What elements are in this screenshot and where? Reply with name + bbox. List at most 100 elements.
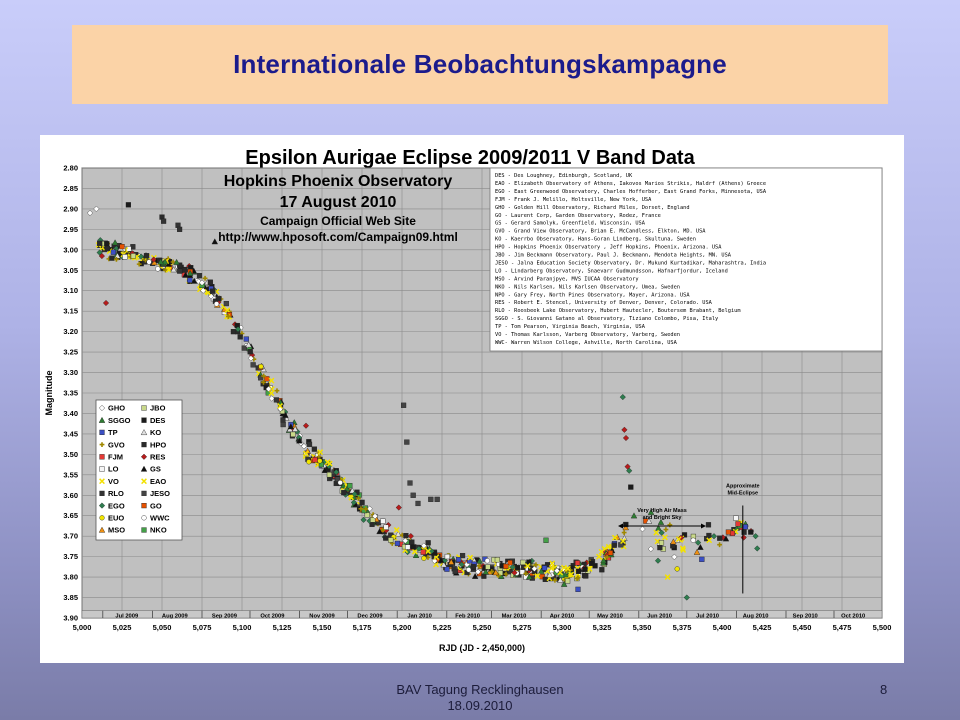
data-point bbox=[717, 542, 722, 548]
month-label: Nov 2009 bbox=[309, 614, 335, 620]
data-point bbox=[492, 569, 500, 576]
outlier-point bbox=[754, 545, 761, 552]
observer-entry: GVO - Grand View Observatory, Brian E. M… bbox=[495, 229, 706, 235]
y-tick-label: 3.70 bbox=[63, 532, 78, 541]
data-point bbox=[380, 518, 386, 524]
data-point bbox=[421, 555, 427, 561]
y-tick-label: 2.85 bbox=[63, 184, 78, 193]
mid-eclipse-line2: Mid-Eclipse bbox=[728, 491, 759, 497]
legend-label: VO bbox=[108, 477, 119, 486]
footer-event-date: 18.09.2010 bbox=[447, 698, 513, 713]
data-point bbox=[496, 572, 501, 578]
data-point bbox=[503, 563, 509, 569]
data-point bbox=[733, 515, 739, 521]
chart-title: Epsilon Aurigae Eclipse 2009/2011 V Band… bbox=[245, 147, 695, 169]
data-point bbox=[605, 543, 612, 550]
observer-entry: WWC- Warren Wilson College, Ashville, No… bbox=[495, 340, 678, 346]
data-point bbox=[437, 556, 445, 563]
legend-label: GVO bbox=[108, 440, 125, 449]
data-point bbox=[658, 529, 665, 536]
legend-marker bbox=[141, 442, 147, 448]
data-point bbox=[623, 521, 629, 528]
legend-label: KO bbox=[150, 428, 161, 437]
y-tick-label: 3.50 bbox=[63, 450, 78, 459]
y-tick-label: 3.00 bbox=[63, 245, 78, 254]
outlier-point bbox=[626, 467, 633, 474]
data-point bbox=[186, 269, 194, 276]
data-point bbox=[717, 535, 723, 541]
legend-label: NKO bbox=[150, 526, 167, 535]
data-point bbox=[722, 535, 730, 542]
outlier-point bbox=[543, 537, 549, 543]
y-tick-label: 3.15 bbox=[63, 307, 78, 316]
data-point bbox=[607, 550, 614, 556]
data-point bbox=[138, 253, 145, 260]
data-point bbox=[425, 548, 432, 555]
data-point bbox=[358, 506, 364, 512]
data-point bbox=[415, 545, 422, 552]
outlier-point bbox=[395, 504, 402, 511]
data-point bbox=[407, 533, 414, 540]
outlier-point bbox=[160, 218, 167, 224]
observer-entry: JESO - Jalna Education Society Observato… bbox=[495, 260, 766, 266]
legend-label: GS bbox=[150, 465, 161, 474]
x-tick-label: 5,150 bbox=[313, 623, 332, 632]
y-tick-label: 2.90 bbox=[63, 204, 78, 213]
x-tick-label: 5,425 bbox=[753, 623, 772, 632]
data-point bbox=[599, 567, 605, 573]
data-point bbox=[264, 376, 270, 382]
data-point bbox=[216, 295, 222, 302]
outlier-point bbox=[428, 496, 434, 502]
x-tick-label: 5,250 bbox=[473, 623, 492, 632]
observer-list-box bbox=[489, 167, 883, 352]
legend-marker bbox=[141, 478, 147, 485]
chart-svg: Epsilon Aurigae Eclipse 2009/2011 V Band… bbox=[44, 147, 891, 653]
outlier-point bbox=[725, 529, 732, 535]
observer-list: DES - Des Loughney, Edinburgh, Scotland,… bbox=[495, 173, 767, 346]
y-tick-label: 3.25 bbox=[63, 348, 78, 357]
data-point bbox=[317, 449, 324, 456]
data-point bbox=[507, 560, 513, 566]
legend-label: GHO bbox=[108, 404, 125, 413]
data-point bbox=[182, 271, 189, 278]
y-tick-label: 3.55 bbox=[63, 470, 78, 479]
y-tick-label: 3.05 bbox=[63, 266, 78, 275]
y-tick-label: 3.65 bbox=[63, 511, 78, 520]
outlier-point bbox=[404, 439, 410, 445]
legend-marker bbox=[99, 442, 105, 447]
data-point bbox=[520, 559, 526, 565]
high-air-mass-arrowhead-right bbox=[701, 523, 706, 529]
legend-marker bbox=[99, 478, 105, 485]
legend-label: SGGO bbox=[108, 416, 131, 425]
data-point bbox=[213, 301, 220, 307]
data-point bbox=[524, 562, 531, 569]
data-point bbox=[151, 259, 158, 266]
data-point bbox=[675, 536, 682, 543]
data-point bbox=[420, 542, 427, 549]
data-point bbox=[268, 390, 275, 397]
data-point bbox=[539, 574, 545, 580]
data-point bbox=[277, 403, 283, 409]
data-point bbox=[697, 543, 704, 550]
outlier-point bbox=[735, 521, 741, 527]
data-point bbox=[234, 326, 242, 333]
data-point bbox=[200, 287, 207, 294]
data-point bbox=[258, 363, 264, 370]
data-point bbox=[552, 577, 558, 583]
data-point bbox=[452, 568, 458, 575]
legend-marker bbox=[99, 515, 105, 521]
month-label: Sep 2010 bbox=[793, 614, 818, 620]
subtitle-website-label: Campaign Official Web Site bbox=[260, 214, 416, 228]
data-point bbox=[190, 277, 198, 284]
legend-marker bbox=[99, 454, 105, 460]
data-point bbox=[575, 575, 581, 581]
data-point bbox=[273, 397, 280, 403]
footer-event-name: BAV Tagung Recklinghausen bbox=[396, 682, 564, 697]
legend-label: EUO bbox=[108, 514, 124, 523]
y-tick-label: 3.60 bbox=[63, 491, 78, 500]
legend-marker bbox=[141, 503, 147, 509]
legend-label: WWC bbox=[150, 514, 170, 523]
y-tick-label: 3.10 bbox=[63, 286, 78, 295]
data-point bbox=[586, 566, 593, 572]
data-point bbox=[509, 564, 516, 571]
